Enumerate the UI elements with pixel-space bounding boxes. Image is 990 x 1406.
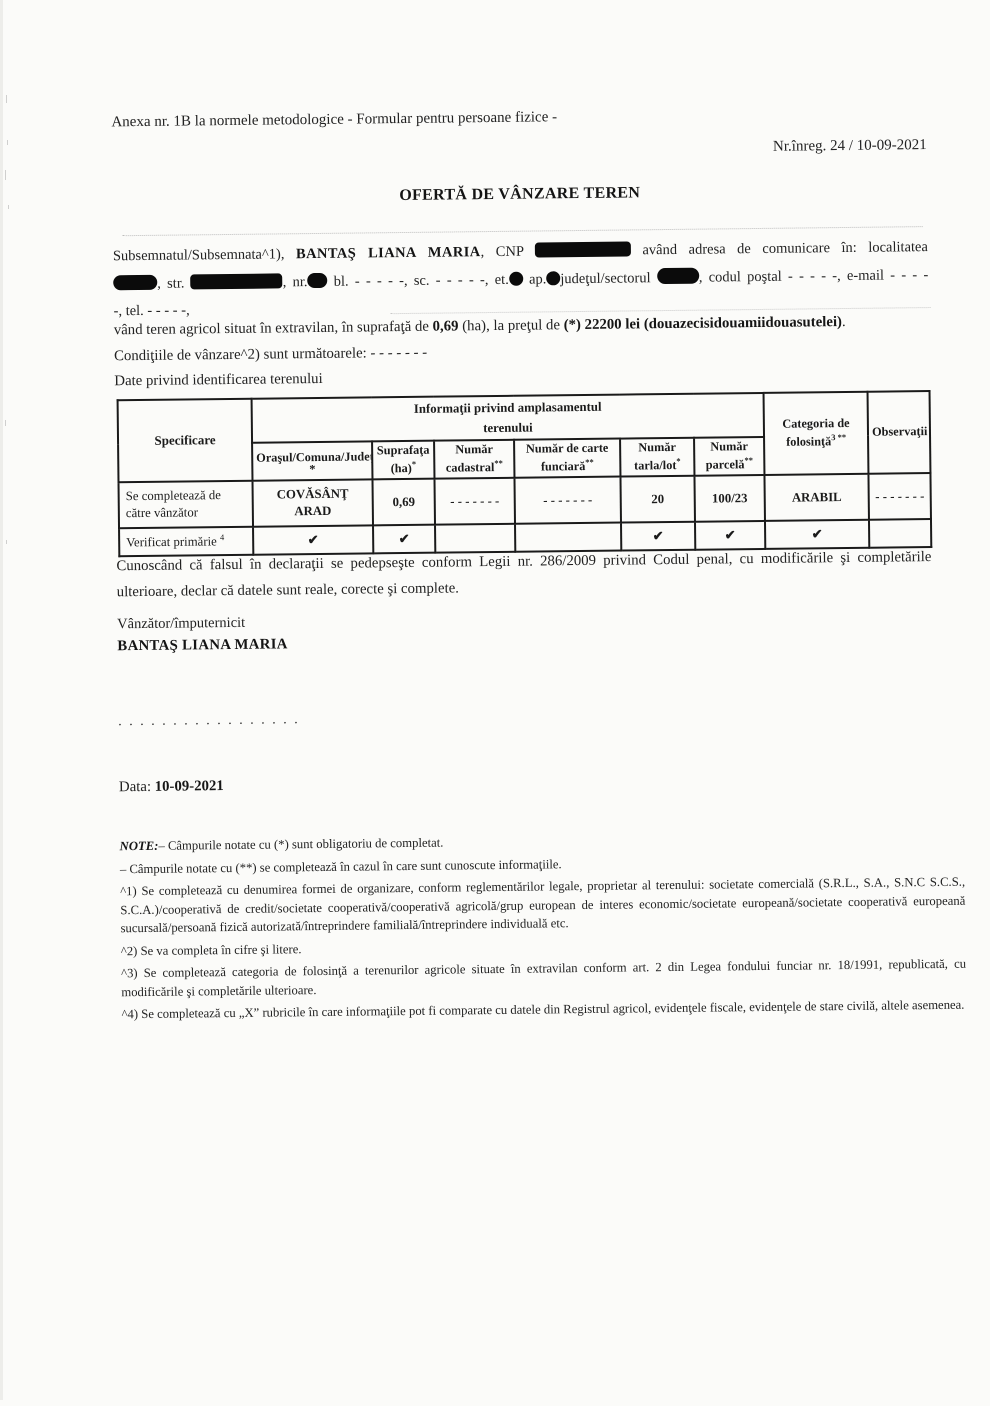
header-group-title: Informaţii privind amplasamentul terenul… [251, 392, 765, 443]
notes-section: NOTE:– Câmpurile notate cu (*) sunt obli… [120, 828, 967, 1028]
header-categoria-mark: 3 ** [831, 431, 847, 443]
scan-speck [5, 420, 6, 426]
header-tarla-label: Număr tarla/lot [633, 439, 677, 473]
land-data-section-title: Date privind identificarea terenului [114, 370, 323, 390]
redacted-number [307, 272, 328, 288]
header-parcela-mark: ** [744, 455, 753, 466]
header-suprafata: Suprafaţa (ha)* [372, 440, 435, 480]
scan-speck [6, 95, 7, 103]
date-label: Data: [118, 778, 155, 796]
registration-number: Nr.înreg. 24 / 10-09-2021 [772, 137, 927, 155]
signature-dotted-line: . . . . . . . . . . . . . . . . . [118, 712, 300, 730]
note-1-text: – Câmpurile notate cu (*) sunt obligator… [158, 835, 444, 853]
cell-categoria-value: ARABIL [764, 473, 870, 521]
document-title: OFERTĂ DE VÂNZARE TEREN [399, 184, 641, 205]
intro-text: , codul poştal - - - - -, e-mail - - - - [698, 266, 929, 286]
header-oras: Oraşul/Comuna/Judeţul * [252, 441, 373, 481]
verificat-mark: 4 [219, 532, 225, 543]
signatory-role: Vânzător/împuternicit [117, 614, 246, 633]
note-label: NOTE: [119, 838, 159, 854]
declaration-paragraph: Cunoscând că falsul în declaraţii se ped… [116, 549, 932, 601]
date-line: Data: 10-09-2021 [119, 770, 934, 796]
intro-text: , nr. [282, 273, 308, 290]
land-identification-table: Specificare Informaţii privind amplasame… [117, 390, 932, 557]
sale-text: . [841, 313, 846, 331]
header-cadastral-mark: ** [494, 457, 503, 468]
redacted-street [190, 272, 283, 289]
cell-suprafata-value: 0,69 [372, 478, 436, 526]
redacted-locality [113, 274, 158, 290]
cell-parcela-value: 100/23 [694, 474, 766, 522]
intro-text: Subsemnatul/Subsemnata^1), [112, 246, 297, 265]
sale-text: vând teren agricol situat în extravilan,… [113, 318, 433, 339]
cell-tarla-value: 20 [620, 475, 695, 523]
header-cadastral: Număr cadastral** [434, 439, 515, 479]
land-area-value: 0,69 [432, 318, 459, 335]
header-carte-mark: ** [585, 456, 594, 467]
redacted-county [656, 267, 699, 284]
intro-text: ap. [522, 270, 547, 288]
scan-speck [6, 540, 7, 544]
header-suprafata-mark: * [411, 458, 417, 469]
price-value: (*) 22200 lei (douazecisidouamiidouasute… [563, 314, 843, 334]
signatory-name: BANTAŞ LIANA MARIA [117, 636, 288, 655]
date-value: 10-09-2021 [154, 778, 224, 795]
seller-name: BANTAŞ LIANA MARIA [295, 244, 481, 263]
header-observatii: Observaţii [867, 391, 931, 474]
header-tarla: Număr tarla/lot* [620, 437, 695, 477]
cell-observatii-value: - - - - - - - [868, 473, 932, 520]
intro-text: , str. [157, 274, 191, 292]
redacted-cnp [534, 241, 632, 258]
header-tarla-mark: * [676, 455, 681, 466]
cell-cadastral-value: - - - - - - - [434, 477, 516, 525]
intro-paragraph: Subsemnatul/Subsemnata^1), BANTAŞ LIANA … [113, 234, 929, 326]
footnote-3: ^3) Se completează categoria de folosinţ… [120, 956, 967, 999]
row-label-seller: Se completează de către vânzător [118, 480, 254, 529]
header-carte-funciara: Număr de carte funciară** [514, 438, 621, 478]
sale-text: (ha), la preţul de [458, 317, 564, 335]
header-cadastral-label: Număr cadastral [445, 442, 495, 475]
header-specificare: Specificare [117, 398, 253, 483]
intro-text: judeţul/sectorul [560, 269, 657, 287]
intro-text: , CNP [480, 243, 536, 261]
header-parcela: Număr parcelă** [694, 436, 765, 476]
scan-speck [7, 140, 8, 145]
footnote-1: ^1) Se completează cu denumirea formei d… [120, 874, 966, 936]
cell-oras-value: COVĂSÂNŢ ARAD [252, 479, 374, 527]
scan-edge-band [0, 0, 3, 1400]
footnote-4: ^4) Se completează cu „X” rubricile în c… [121, 997, 965, 1022]
header-carte-label: Număr de carte funciară [525, 440, 609, 474]
cell-carte-value: - - - - - - - [514, 476, 621, 524]
redacted-apartment [546, 270, 561, 285]
scan-speck [8, 205, 9, 209]
annex-reference-line: Anexa nr. 1B la normele metodologice - F… [111, 109, 558, 131]
sale-conditions-line: Condiţiile de vânzare^2) sunt următoarel… [113, 344, 428, 365]
redacted-floor [508, 271, 523, 286]
header-categoria: Categoria de folosinţă3 ** [763, 391, 869, 475]
verificat-label: Verificat primărie [126, 534, 217, 550]
header-suprafata-label: Suprafaţa (ha) [376, 442, 430, 476]
intro-text: bl. - - - - -, sc. - - - - -, et. [327, 271, 509, 290]
scan-speck [5, 170, 6, 180]
header-parcela-label: Număr parcelă [705, 439, 749, 472]
intro-text: având adresa de comunicare în: localitat… [630, 239, 928, 259]
